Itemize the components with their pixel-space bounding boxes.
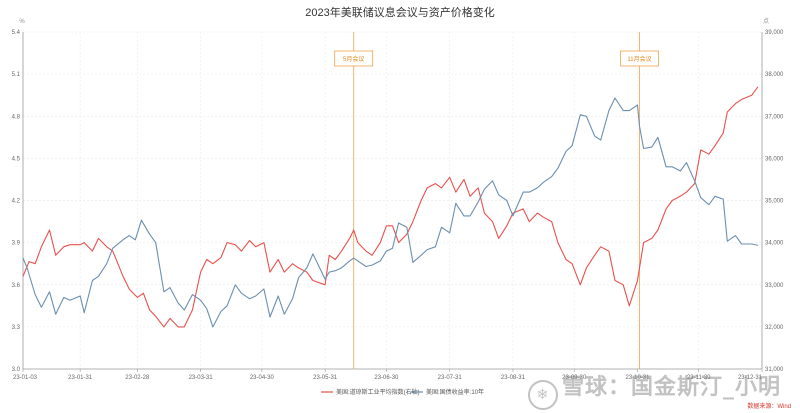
x-tick-label: 23-01-31 bbox=[68, 375, 93, 381]
meeting-label: 11月会议 bbox=[627, 55, 651, 63]
y-left-tick-label: 3.9 bbox=[12, 241, 21, 247]
x-tick-label: 23-03-31 bbox=[189, 375, 214, 381]
y-left-tick-label: 3.3 bbox=[12, 325, 21, 331]
y-left-tick-label: 4.5 bbox=[12, 156, 21, 162]
y-right-tick-label: 34,000 bbox=[765, 241, 784, 247]
y-right-tick-label: 36,000 bbox=[765, 156, 784, 162]
y-left-tick-label: 3.0 bbox=[12, 367, 21, 373]
right-axis-unit: 点 bbox=[763, 17, 769, 25]
x-axis-ticks: 23-01-03 23-01-31 23-02-28 23-03-31 23-04-30… bbox=[13, 369, 763, 381]
axes bbox=[22, 32, 763, 370]
y-left-tick-label: 4.2 bbox=[12, 199, 21, 205]
y-left-tick-label: 4.8 bbox=[12, 114, 21, 120]
source-note: 数据来源：Wind bbox=[747, 402, 791, 410]
x-tick-label: 23-09-30 bbox=[562, 375, 587, 381]
meeting-label-box bbox=[620, 50, 659, 67]
x-tick-label: 23-07-31 bbox=[438, 375, 463, 381]
x-tick-label: 23-05-31 bbox=[313, 375, 338, 381]
x-tick-label: 23-10-31 bbox=[625, 375, 650, 381]
right-axis-ticks: 39,000 38,000 37,000 36,000 35,000 34,000 33,0… bbox=[765, 30, 784, 373]
chart-title: 2023年美联储议息会议与资产价格变化 bbox=[305, 5, 494, 19]
legend-label-treasury: 美国:国债收益率:10年 bbox=[426, 388, 484, 396]
legend: 美国:道琼斯工业平均指数(右轴) 美国:国债收益率:10年 bbox=[321, 388, 484, 396]
snowball-logo-icon: ❄ bbox=[528, 380, 558, 410]
x-tick-label: 23-06-30 bbox=[374, 375, 399, 381]
legend-label-dow: 美国:道琼斯工业平均指数(右轴) bbox=[336, 388, 420, 396]
left-axis-ticks: 5.4 5.1 4.8 4.5 4.2 3.9 3.6 3.3 3.0 bbox=[12, 30, 21, 373]
watermark: ❄ 雪球：国金斯汀_小明 bbox=[528, 369, 781, 410]
series-lines bbox=[22, 86, 759, 328]
y-right-tick-label: 31,000 bbox=[765, 367, 784, 373]
meeting-label-box bbox=[334, 50, 374, 67]
meeting-annotations: 5月会议 11月会议 bbox=[334, 32, 659, 369]
y-right-tick-label: 33,000 bbox=[765, 283, 784, 289]
gridlines bbox=[22, 31, 763, 370]
watermark-text: 雪球：国金斯汀_小明 bbox=[562, 375, 782, 400]
left-axis-unit: % bbox=[19, 19, 25, 25]
meeting-label: 5月会议 bbox=[343, 55, 364, 63]
x-tick-label: 23-12-31 bbox=[738, 375, 763, 381]
x-tick-label: 23-11-30 bbox=[687, 375, 711, 381]
y-right-tick-label: 32,000 bbox=[765, 325, 784, 331]
y-left-tick-label: 5.4 bbox=[12, 30, 21, 36]
series-line-treasury-10y bbox=[22, 97, 759, 328]
y-left-tick-label: 3.6 bbox=[12, 283, 21, 289]
x-tick-label: 23-04-30 bbox=[250, 375, 275, 381]
x-tick-label: 23-08-31 bbox=[501, 375, 526, 381]
y-right-tick-label: 39,000 bbox=[765, 30, 784, 36]
x-tick-label: 23-02-28 bbox=[125, 375, 150, 381]
y-right-tick-label: 35,000 bbox=[765, 199, 784, 205]
y-right-tick-label: 38,000 bbox=[765, 72, 784, 78]
x-tick-label: 23-01-03 bbox=[13, 375, 38, 381]
y-right-tick-label: 37,000 bbox=[765, 114, 784, 120]
y-left-tick-label: 5.1 bbox=[12, 72, 21, 78]
series-line-dow bbox=[22, 86, 759, 328]
